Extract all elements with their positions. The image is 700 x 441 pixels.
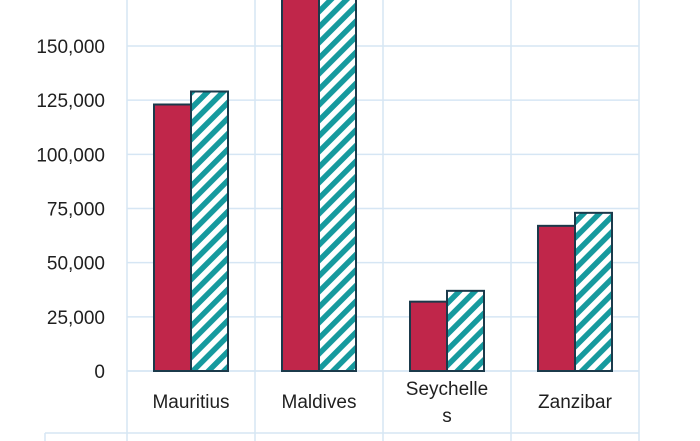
y-tick-label: 100,000 [36, 145, 105, 166]
bar-zanzibar-series-1 [537, 224, 576, 372]
y-tick-label: 0 [94, 362, 105, 383]
category-label-seychelles: Seychelle s [406, 379, 488, 427]
bar-seychelles-series-1 [409, 300, 448, 372]
bar-maldives-series-2 [318, 0, 357, 372]
category-label-mauritius: Mauritius [152, 392, 229, 413]
y-tick-label: 25,000 [47, 308, 105, 329]
y-tick-label: 125,000 [36, 91, 105, 112]
bar-mauritius-series-1 [153, 103, 192, 372]
bars [153, 0, 613, 373]
x-axis-category-labels: Mauritius Maldives Seychelle s Zanzibar [152, 379, 612, 427]
bar-zanzibar-series-2 [574, 211, 613, 372]
bar-maldives-series-1 [281, 0, 320, 372]
bar-mauritius-series-2 [190, 90, 229, 372]
y-tick-label: 50,000 [47, 254, 105, 275]
y-tick-label: 75,000 [47, 200, 105, 221]
y-tick-label: 150,000 [36, 37, 105, 58]
y-axis-tick-labels: 0 25,000 50,000 75,000 100,000 125,000 150,000 [36, 37, 105, 383]
bar-seychelles-series-2 [446, 289, 485, 373]
category-label-maldives: Maldives [282, 392, 357, 413]
category-label-zanzibar: Zanzibar [538, 392, 613, 413]
